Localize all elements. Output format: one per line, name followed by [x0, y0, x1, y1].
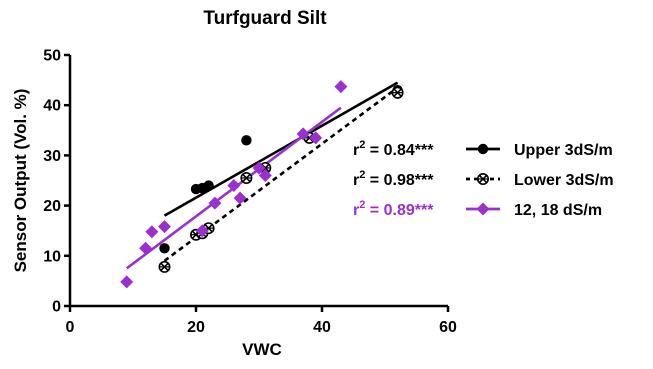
y-tick-label: 10	[43, 248, 61, 265]
y-tick-label: 30	[43, 148, 61, 165]
legend-entry-label: Lower 3dS/m	[514, 172, 614, 189]
r2-annotation: r2 = 0.98***	[353, 169, 434, 189]
legend: r2 = 0.84*** Upper 3dS/m r2 = 0.98*** Lower…	[353, 139, 614, 219]
data-point-series-1	[241, 135, 252, 146]
data-point-series-2	[240, 171, 253, 184]
data-point-series-2	[158, 260, 171, 273]
chart-title: Turfguard Silt	[203, 8, 327, 29]
data-point-series-3	[227, 179, 241, 193]
data-point-series-1	[203, 180, 214, 191]
legend-marker	[476, 173, 489, 186]
legend-entry-label: 12, 18 dS/m	[514, 202, 602, 219]
x-axis-label: VWC	[242, 340, 282, 359]
fit-line-series-1	[163, 81, 399, 217]
data-point-series-3	[120, 275, 134, 289]
r2-annotation: r2 = 0.84***	[353, 139, 434, 159]
y-ticks: 0 10 20 30 40 50	[43, 48, 70, 316]
data-point-series-1	[159, 243, 170, 254]
data-point-series-3	[145, 225, 159, 239]
r2-annotation: r2 = 0.89***	[353, 199, 434, 219]
data-point-series-3	[233, 191, 247, 205]
y-tick-label: 20	[43, 198, 61, 215]
data-point-series-3	[334, 80, 348, 94]
legend-marker	[476, 202, 490, 216]
y-axis-label: Sensor Output (Vol. %)	[11, 89, 30, 273]
data-points	[120, 80, 404, 289]
x-tick-label: 0	[66, 319, 75, 336]
legend-entry-label: Upper 3dS/m	[514, 142, 613, 159]
x-tick-label: 20	[187, 319, 205, 336]
y-tick-label: 50	[43, 48, 61, 65]
data-point-series-3	[208, 196, 222, 210]
data-point-series-3	[296, 127, 310, 141]
data-point-series-3	[252, 161, 266, 175]
x-ticks: 0 20 40 60	[66, 306, 457, 336]
data-point-series-3	[139, 241, 153, 255]
y-tick-label: 40	[43, 98, 61, 115]
data-point-series-3	[258, 168, 272, 182]
data-point-series-3	[158, 220, 171, 234]
legend-marker	[477, 143, 489, 155]
y-tick-label: 0	[52, 299, 61, 316]
data-point-series-2	[391, 86, 404, 99]
x-tick-label: 40	[313, 319, 331, 336]
data-point-series-3	[309, 131, 323, 145]
data-point-series-3	[195, 224, 209, 238]
axes: 0 10 20 30 40 50 0 20 40 60	[43, 48, 457, 337]
x-tick-label: 60	[439, 319, 457, 336]
